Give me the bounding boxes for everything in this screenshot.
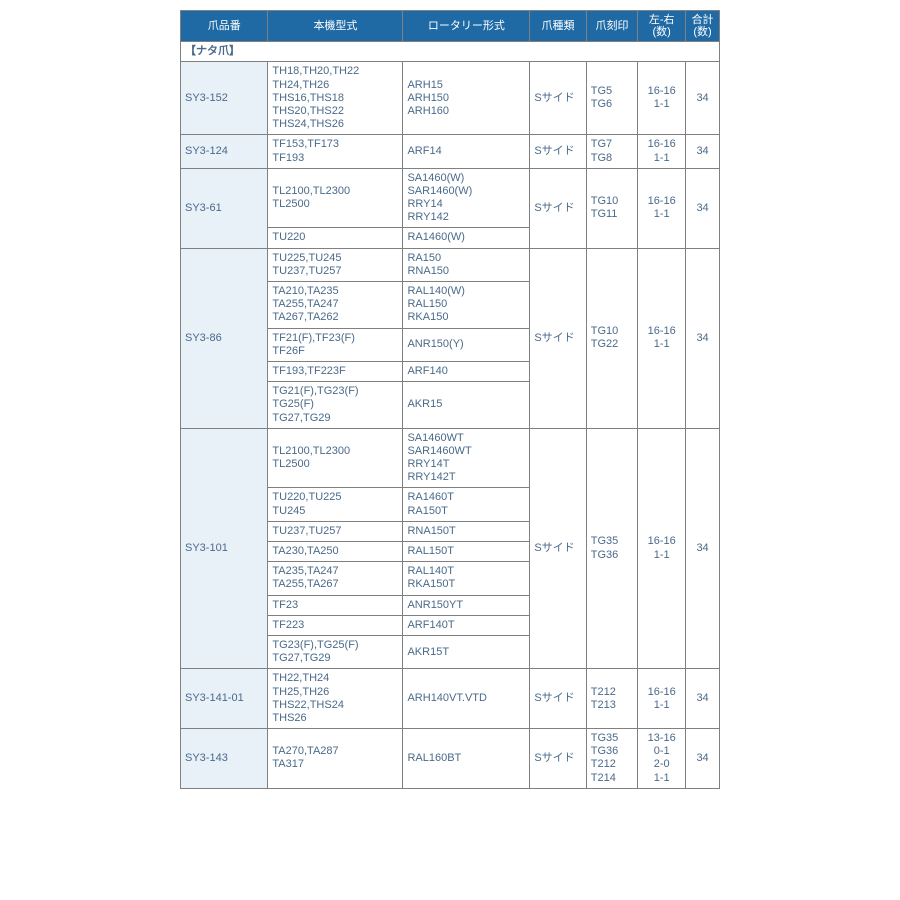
th-part-no: 爪品番 <box>181 11 268 42</box>
total: 34 <box>686 248 720 428</box>
total: 34 <box>686 135 720 168</box>
header-row: 爪品番 本機型式 ロータリー形式 爪種類 爪刻印 左-右(数) 合計(数) <box>181 11 720 42</box>
rotary: SA1460WTSAR1460WTRRY14TRRY142T <box>403 428 530 488</box>
part-no: SY3-124 <box>181 135 268 168</box>
machine: TA230,TA250 <box>268 542 403 562</box>
machine: TU220,TU225TU245 <box>268 488 403 521</box>
rotary: ARH15ARH150ARH160 <box>403 62 530 135</box>
type: Sサイド <box>530 62 586 135</box>
table-row: SY3-143 TA270,TA287TA317 RAL160BT Sサイド T… <box>181 729 720 789</box>
machine: TL2100,TL2300TL2500 <box>268 168 403 228</box>
total: 34 <box>686 62 720 135</box>
machine: TF21(F),TF23(F)TF26F <box>268 328 403 361</box>
rotary: RAL140(W)RAL150RKA150 <box>403 282 530 329</box>
lr: 13-160-12-01-1 <box>638 729 686 789</box>
rotary: RAL140TRKA150T <box>403 562 530 595</box>
rotary: RAL160BT <box>403 729 530 789</box>
machine: TH18,TH20,TH22TH24,TH26THS16,THS18THS20,… <box>268 62 403 135</box>
rotary: AKR15T <box>403 635 530 668</box>
stamp: TG7TG8 <box>586 135 637 168</box>
machine: TF153,TF173TF193 <box>268 135 403 168</box>
part-no: SY3-143 <box>181 729 268 789</box>
machine: TU220 <box>268 228 403 248</box>
rotary: ARF140T <box>403 615 530 635</box>
part-no: SY3-141-01 <box>181 669 268 729</box>
rotary: AKR15 <box>403 382 530 429</box>
lr: 16-161-1 <box>638 62 686 135</box>
part-no: SY3-101 <box>181 428 268 669</box>
section-label: 【ナタ爪】 <box>181 42 720 62</box>
table-row: SY3-101 TL2100,TL2300TL2500 SA1460WTSAR1… <box>181 428 720 488</box>
table-row: SY3-61 TL2100,TL2300TL2500 SA1460(W)SAR1… <box>181 168 720 228</box>
rotary: ANR150(Y) <box>403 328 530 361</box>
stamp: TG5TG6 <box>586 62 637 135</box>
total: 34 <box>686 729 720 789</box>
part-no: SY3-61 <box>181 168 268 248</box>
rotary: SA1460(W)SAR1460(W)RRY14RRY142 <box>403 168 530 228</box>
type: Sサイド <box>530 248 586 428</box>
lr: 16-161-1 <box>638 248 686 428</box>
rotary: RA150RNA150 <box>403 248 530 281</box>
machine: TF193,TF223F <box>268 361 403 381</box>
rotary: ARH140VT.VTD <box>403 669 530 729</box>
claw-table: 爪品番 本機型式 ロータリー形式 爪種類 爪刻印 左-右(数) 合計(数) 【ナ… <box>180 10 720 789</box>
table-row: SY3-152 TH18,TH20,TH22TH24,TH26THS16,THS… <box>181 62 720 135</box>
machine: TG23(F),TG25(F)TG27,TG29 <box>268 635 403 668</box>
part-no: SY3-86 <box>181 248 268 428</box>
machine: TL2100,TL2300TL2500 <box>268 428 403 488</box>
type: Sサイド <box>530 729 586 789</box>
th-machine: 本機型式 <box>268 11 403 42</box>
lr: 16-161-1 <box>638 669 686 729</box>
machine: TU237,TU257 <box>268 521 403 541</box>
total: 34 <box>686 669 720 729</box>
rotary: ARF14 <box>403 135 530 168</box>
part-no: SY3-152 <box>181 62 268 135</box>
lr: 16-161-1 <box>638 135 686 168</box>
th-stamp: 爪刻印 <box>586 11 637 42</box>
machine: TH22,TH24TH25,TH26THS22,THS24THS26 <box>268 669 403 729</box>
rotary: ANR150YT <box>403 595 530 615</box>
rotary: RA1460(W) <box>403 228 530 248</box>
rotary: RNA150T <box>403 521 530 541</box>
type: Sサイド <box>530 669 586 729</box>
type: Sサイド <box>530 428 586 669</box>
stamp: TG35TG36 <box>586 428 637 669</box>
rotary: RAL150T <box>403 542 530 562</box>
th-total: 合計(数) <box>686 11 720 42</box>
total: 34 <box>686 428 720 669</box>
total: 34 <box>686 168 720 248</box>
machine: TG21(F),TG23(F)TG25(F)TG27,TG29 <box>268 382 403 429</box>
machine: TU225,TU245TU237,TU257 <box>268 248 403 281</box>
th-rotary: ロータリー形式 <box>403 11 530 42</box>
table-row: SY3-86 TU225,TU245TU237,TU257 RA150RNA15… <box>181 248 720 281</box>
th-lr: 左-右(数) <box>638 11 686 42</box>
section-row: 【ナタ爪】 <box>181 42 720 62</box>
machine: TA210,TA235TA255,TA247TA267,TA262 <box>268 282 403 329</box>
rotary: RA1460TRA150T <box>403 488 530 521</box>
machine: TF223 <box>268 615 403 635</box>
stamp: TG10TG11 <box>586 168 637 248</box>
type: Sサイド <box>530 135 586 168</box>
stamp: TG10TG22 <box>586 248 637 428</box>
rotary: ARF140 <box>403 361 530 381</box>
table-row: SY3-124 TF153,TF173TF193 ARF14 Sサイド TG7T… <box>181 135 720 168</box>
machine: TA270,TA287TA317 <box>268 729 403 789</box>
type: Sサイド <box>530 168 586 248</box>
machine: TA235,TA247TA255,TA267 <box>268 562 403 595</box>
stamp: T212T213 <box>586 669 637 729</box>
lr: 16-161-1 <box>638 428 686 669</box>
stamp: TG35TG36T212T214 <box>586 729 637 789</box>
table-row: SY3-141-01 TH22,TH24TH25,TH26THS22,THS24… <box>181 669 720 729</box>
th-type: 爪種類 <box>530 11 586 42</box>
lr: 16-161-1 <box>638 168 686 248</box>
machine: TF23 <box>268 595 403 615</box>
